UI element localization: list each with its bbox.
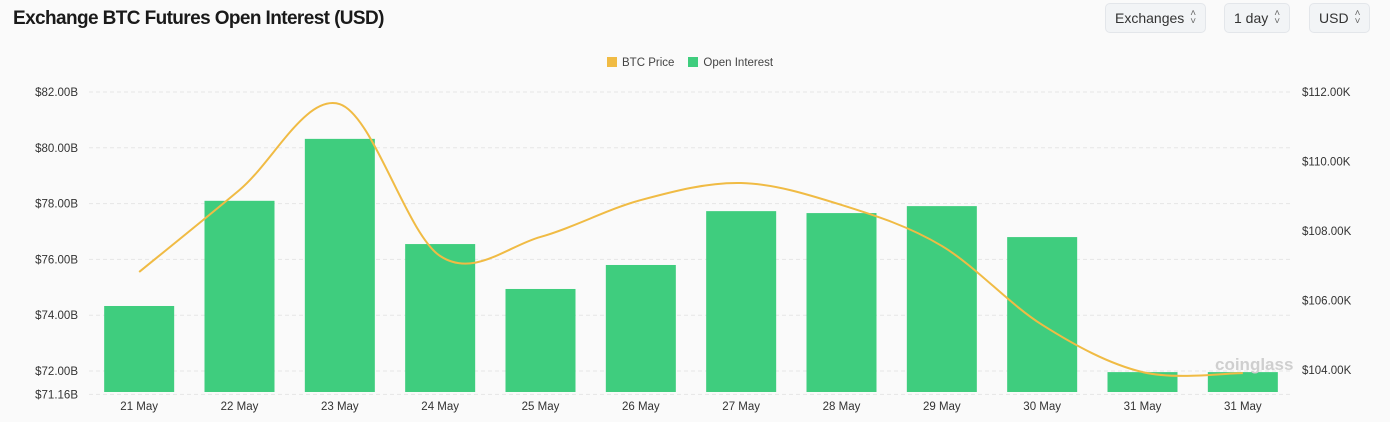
- x-tick-label: 30 May: [1023, 401, 1061, 413]
- legend-item-btc-price[interactable]: BTC Price: [607, 57, 674, 69]
- bar-open-interest: [204, 200, 275, 392]
- x-tick-label: 31 May: [1224, 401, 1262, 413]
- select-label: USD: [1319, 10, 1349, 26]
- right-tick-label: $108.00K: [1302, 226, 1352, 238]
- bar-open-interest: [706, 211, 777, 392]
- x-tick-label: 23 May: [321, 401, 359, 413]
- chevron-up-down-icon: ˄ ˅: [1274, 8, 1281, 27]
- chart-title: Exchange BTC Futures Open Interest (USD): [13, 8, 384, 29]
- watermark-coinglass: coinglass: [1215, 355, 1293, 374]
- x-tick-label: 25 May: [522, 401, 560, 413]
- currency-select[interactable]: USD ˄ ˅: [1309, 3, 1371, 33]
- x-tick-label: 27 May: [722, 401, 760, 413]
- bar-open-interest: [104, 305, 175, 392]
- bar-open-interest: [806, 213, 877, 392]
- left-tick-label: $82.00B: [35, 87, 78, 99]
- x-tick-label: 31 May: [1124, 401, 1162, 413]
- left-tick-label: $72.00B: [35, 366, 78, 378]
- select-label: 1 day: [1234, 10, 1269, 26]
- right-tick-label: $110.00K: [1302, 157, 1351, 169]
- x-tick-label: 24 May: [421, 401, 459, 413]
- x-tick-label: 26 May: [622, 401, 660, 413]
- bar-open-interest: [1107, 372, 1178, 392]
- left-tick-label: $76.00B: [35, 254, 78, 266]
- legend-swatch: [688, 57, 699, 67]
- left-tick-label: $71.16B: [35, 389, 78, 401]
- legend: BTC Price Open Interest: [607, 57, 773, 69]
- bar-open-interest: [906, 206, 977, 392]
- legend-label: Open Interest: [703, 57, 774, 69]
- bar-open-interest: [405, 244, 476, 392]
- interval-select[interactable]: 1 day ˄ ˅: [1224, 3, 1291, 33]
- left-tick-label: $78.00B: [35, 199, 78, 211]
- legend-label: BTC Price: [622, 57, 675, 69]
- select-label: Exchanges: [1115, 10, 1185, 26]
- x-tick-label: 29 May: [923, 401, 961, 413]
- legend-item-open-interest[interactable]: Open Interest: [688, 57, 773, 69]
- line-btc-price: [138, 101, 1243, 377]
- bar-open-interest: [304, 138, 375, 392]
- x-tick-label: 21 May: [120, 401, 158, 413]
- chevron-up-down-icon: ˄ ˅: [1190, 8, 1197, 27]
- bar-open-interest: [605, 264, 676, 392]
- exchanges-select[interactable]: Exchanges ˄ ˅: [1105, 3, 1207, 33]
- right-tick-label: $112.00K: [1302, 87, 1351, 99]
- bar-open-interest: [1007, 237, 1078, 392]
- x-tick-label: 22 May: [221, 401, 259, 413]
- left-tick-label: $74.00B: [35, 310, 78, 322]
- bar-open-interest: [1207, 372, 1278, 392]
- right-tick-label: $106.00K: [1302, 296, 1352, 308]
- bar-open-interest: [505, 288, 576, 392]
- right-tick-label: $104.00K: [1302, 365, 1352, 377]
- left-tick-label: $80.00B: [35, 143, 78, 155]
- legend-swatch: [607, 57, 617, 67]
- chevron-up-down-icon: ˄ ˅: [1354, 8, 1361, 27]
- x-tick-label: 28 May: [823, 401, 861, 413]
